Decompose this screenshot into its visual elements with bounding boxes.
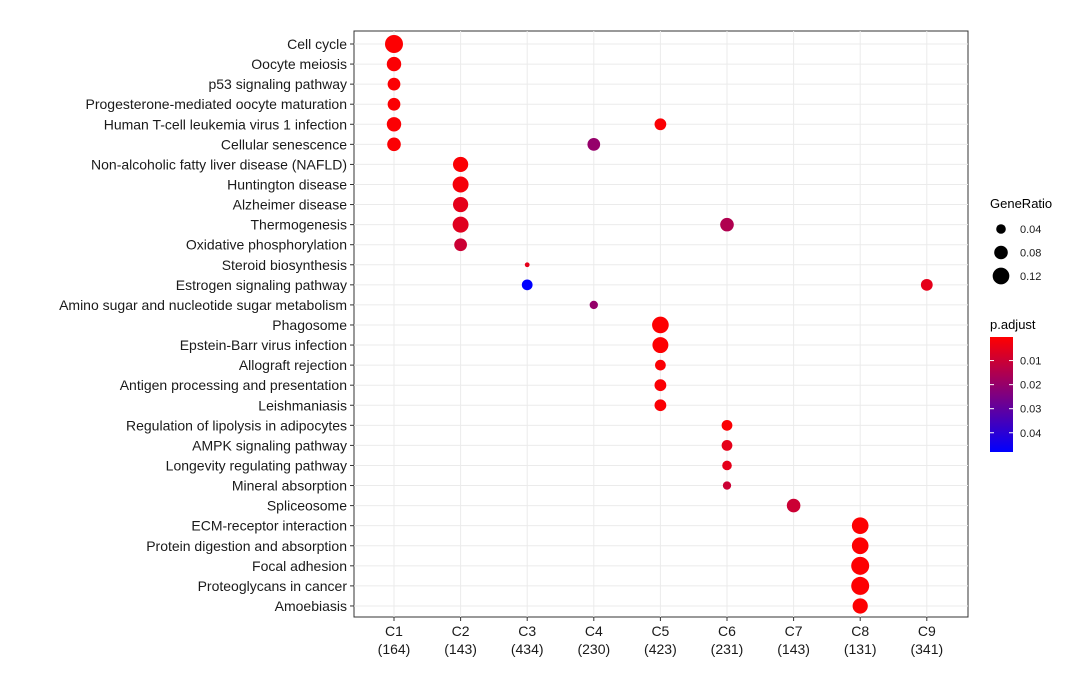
- x-tick-count-label: (143): [777, 641, 810, 657]
- data-point: [387, 137, 401, 152]
- y-tick-label: Progesterone-mediated oocyte maturation: [86, 96, 347, 112]
- data-point: [452, 196, 469, 213]
- data-point: [786, 498, 801, 513]
- data-point: [851, 556, 870, 575]
- data-point: [654, 118, 667, 131]
- y-tick-label: Estrogen signaling pathway: [176, 277, 347, 293]
- y-axis-labels: Cell cycle Oocyte meiosis p53 signaling pa…: [59, 36, 354, 614]
- y-tick-label: Regulation of lipolysis in adipocytes: [126, 417, 347, 433]
- x-tick-label: C4: [585, 623, 603, 639]
- y-tick-label: Cellular senescence: [221, 136, 347, 152]
- x-tick-count-label: (164): [378, 641, 411, 657]
- y-tick-label: Leishmaniasis: [258, 397, 347, 413]
- y-tick-label: Non-alcoholic fatty liver disease (NAFLD…: [91, 156, 347, 172]
- x-tick-count-label: (341): [910, 641, 943, 657]
- data-point: [452, 216, 469, 233]
- color-legend-label: 0.03: [1020, 404, 1041, 416]
- color-legend-label: 0.04: [1020, 428, 1041, 440]
- y-tick-label: Spliceosome: [267, 498, 347, 514]
- y-tick-label: Huntington disease: [227, 176, 347, 192]
- x-tick-count-label: (231): [711, 641, 744, 657]
- y-tick-label: Amoebiasis: [275, 598, 347, 614]
- y-tick-label: Longevity regulating pathway: [166, 457, 347, 473]
- data-point: [452, 176, 469, 193]
- x-tick-label: C1: [385, 623, 403, 639]
- size-legend-key: [992, 267, 1010, 285]
- data-point: [722, 460, 732, 471]
- x-tick-count-label: (230): [577, 641, 610, 657]
- data-point: [920, 278, 933, 291]
- data-point: [851, 517, 869, 535]
- color-legend-label: 0.01: [1020, 356, 1041, 368]
- data-point: [722, 481, 732, 490]
- size-legend-label: 0.12: [1020, 271, 1041, 283]
- data-point: [386, 117, 402, 132]
- data-point: [385, 35, 403, 53]
- x-tick-label: C7: [785, 623, 803, 639]
- data-point: [721, 440, 733, 451]
- data-point: [386, 56, 402, 72]
- data-points: [385, 35, 933, 614]
- data-point: [652, 316, 669, 334]
- x-tick-count-label: (434): [511, 641, 544, 657]
- x-tick-count-label: (131): [844, 641, 877, 657]
- data-point: [720, 217, 734, 232]
- y-tick-label: Thermogenesis: [251, 217, 348, 233]
- y-tick-label: Focal adhesion: [252, 558, 347, 574]
- color-legend-label: 0.02: [1020, 380, 1041, 392]
- data-point: [721, 419, 733, 431]
- y-tick-label: Alzheimer disease: [233, 197, 348, 213]
- y-tick-label: Allograft rejection: [239, 357, 347, 373]
- x-tick-count-label: (143): [444, 641, 477, 657]
- y-tick-label: Cell cycle: [287, 36, 347, 52]
- data-point: [655, 359, 666, 371]
- data-point: [587, 137, 601, 151]
- y-tick-label: Mineral absorption: [232, 478, 347, 494]
- y-tick-label: ECM-receptor interaction: [191, 518, 347, 534]
- data-point: [454, 238, 467, 252]
- x-tick-label: C2: [452, 623, 470, 639]
- size-legend: GeneRatio 0.04 0.08 0.12: [990, 196, 1052, 285]
- size-legend-label: 0.08: [1020, 248, 1041, 260]
- data-point: [851, 537, 869, 555]
- data-point: [852, 598, 868, 614]
- y-tick-label: Steroid biosynthesis: [222, 257, 347, 273]
- data-point: [524, 262, 530, 268]
- x-tick-count-label: (423): [644, 641, 677, 657]
- x-tick-label: C6: [718, 623, 736, 639]
- y-tick-label: Epstein-Barr virus infection: [180, 337, 347, 353]
- color-legend-bar: [990, 337, 1013, 452]
- y-tick-label: AMPK signaling pathway: [192, 437, 347, 453]
- x-tick-label: C9: [918, 623, 936, 639]
- data-point: [589, 300, 598, 310]
- y-tick-label: Phagosome: [272, 317, 347, 333]
- x-axis-labels: C1 (164) C2 (143) C3 (434) C4 (230) C5 (423) C6 (23…: [378, 617, 943, 657]
- color-legend: p.adjust 0.01 0.02 0.03 0.04: [990, 317, 1041, 452]
- color-legend-title: p.adjust: [990, 317, 1036, 332]
- size-legend-title: GeneRatio: [990, 196, 1052, 211]
- data-point: [851, 576, 870, 595]
- y-tick-label: Protein digestion and absorption: [146, 538, 347, 554]
- data-point: [452, 156, 469, 173]
- size-legend-label: 0.04: [1020, 224, 1041, 236]
- x-tick-label: C3: [518, 623, 536, 639]
- y-tick-label: Oocyte meiosis: [251, 56, 347, 72]
- y-tick-label: Amino sugar and nucleotide sugar metabol…: [59, 297, 347, 313]
- size-legend-key: [994, 245, 1008, 260]
- x-tick-label: C5: [651, 623, 669, 639]
- y-tick-label: p53 signaling pathway: [208, 76, 347, 92]
- data-point: [387, 97, 401, 111]
- data-point: [521, 279, 533, 291]
- y-tick-label: Human T-cell leukemia virus 1 infection: [104, 116, 347, 132]
- data-point: [654, 399, 667, 412]
- size-legend-key: [996, 224, 1006, 234]
- x-tick-label: C8: [851, 623, 869, 639]
- data-point: [387, 77, 401, 91]
- data-point: [652, 337, 669, 354]
- data-point: [654, 379, 667, 392]
- y-tick-label: Proteoglycans in cancer: [198, 578, 348, 594]
- y-tick-label: Oxidative phosphorylation: [186, 237, 347, 253]
- y-tick-label: Antigen processing and presentation: [120, 377, 347, 393]
